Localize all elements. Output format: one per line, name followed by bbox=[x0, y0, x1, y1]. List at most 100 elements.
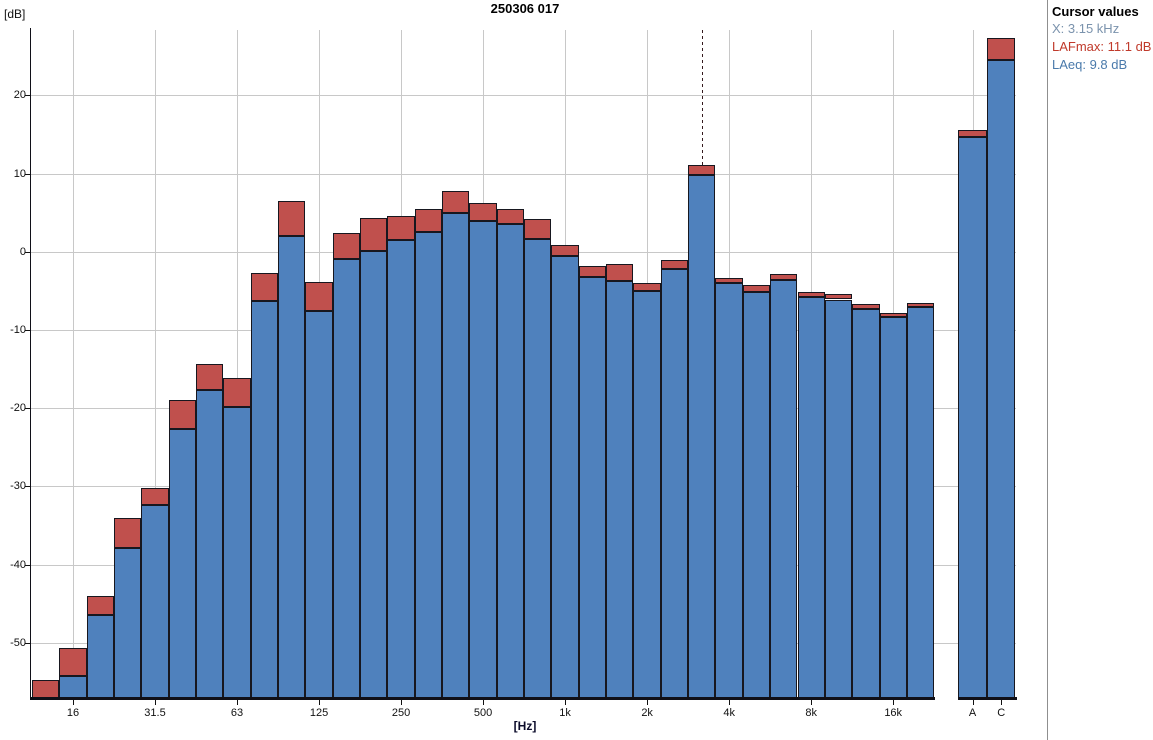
bar-315-laeq[interactable] bbox=[414, 232, 443, 698]
bar-200-lafmax[interactable] bbox=[360, 218, 388, 252]
bar-40-lafmax[interactable] bbox=[168, 400, 197, 429]
bar-250-laeq[interactable] bbox=[387, 240, 415, 698]
bar-25-laeq[interactable] bbox=[114, 548, 142, 698]
bar-16k-lafmax[interactable] bbox=[879, 312, 907, 317]
bar-16-lafmax[interactable] bbox=[59, 648, 87, 677]
y-tick-label--50: -50 bbox=[10, 636, 26, 649]
bar-125-laeq[interactable] bbox=[305, 311, 333, 698]
bar-16-laeq[interactable] bbox=[59, 676, 87, 698]
cursor-laeq-readout: LAeq: 9.8 dB bbox=[1052, 57, 1128, 72]
bar-500-lafmax[interactable] bbox=[469, 203, 497, 221]
x-tick-label-C: C bbox=[997, 707, 1006, 719]
y-tick-label-20: 20 bbox=[13, 89, 26, 102]
bar-50-lafmax[interactable] bbox=[196, 364, 224, 391]
x-tick-label-2k: 2k bbox=[641, 707, 653, 719]
bar-80-lafmax[interactable] bbox=[250, 272, 279, 302]
bar-8k-laeq[interactable] bbox=[797, 297, 825, 698]
bar-63-laeq[interactable] bbox=[223, 406, 251, 698]
x-axis-line-spectrum bbox=[30, 697, 935, 700]
bar-C-lafmax[interactable] bbox=[986, 37, 1016, 61]
bar-20-laeq[interactable] bbox=[86, 614, 114, 698]
bar-40-laeq[interactable] bbox=[168, 428, 197, 698]
bar-1.25k-laeq[interactable] bbox=[578, 276, 607, 698]
bar-12.5k-lafmax[interactable] bbox=[852, 304, 880, 309]
bar-6.3k-lafmax[interactable] bbox=[770, 273, 798, 280]
bar-1k-laeq[interactable] bbox=[551, 255, 579, 698]
bar-5k-laeq[interactable] bbox=[742, 292, 771, 698]
bar-25-lafmax[interactable] bbox=[114, 517, 142, 549]
bar-3.15k-lafmax[interactable] bbox=[688, 164, 716, 176]
x-tick-label-16k: 16k bbox=[884, 707, 903, 719]
bar-630-lafmax[interactable] bbox=[496, 208, 525, 225]
bar-4k-lafmax[interactable] bbox=[715, 277, 743, 284]
bar-160-laeq[interactable] bbox=[332, 258, 361, 698]
x-tick-label-31.5: 31.5 bbox=[144, 707, 166, 719]
bar-630-laeq[interactable] bbox=[496, 224, 525, 698]
y-tick-mark-0 bbox=[25, 251, 30, 253]
x-tick-mark-31.5 bbox=[155, 700, 157, 705]
y-tick-label--10: -10 bbox=[10, 324, 26, 336]
bar-C-laeq[interactable] bbox=[986, 60, 1016, 698]
bar-1.6k-lafmax[interactable] bbox=[606, 264, 634, 281]
bar-400-lafmax[interactable] bbox=[442, 190, 470, 213]
bar-16k-laeq[interactable] bbox=[879, 316, 907, 698]
bar-A-laeq[interactable] bbox=[958, 136, 987, 698]
x-tick-label-A: A bbox=[968, 707, 977, 719]
bar-A-lafmax[interactable] bbox=[958, 129, 987, 137]
bar-31.5-lafmax[interactable] bbox=[141, 487, 169, 506]
bar-4k-laeq[interactable] bbox=[715, 283, 743, 698]
bar-2k-lafmax[interactable] bbox=[633, 283, 661, 291]
x-tick-label-8k: 8k bbox=[805, 707, 817, 719]
bar-2.5k-laeq[interactable] bbox=[660, 269, 689, 698]
bar-100-lafmax[interactable] bbox=[278, 200, 306, 237]
bar-125-lafmax[interactable] bbox=[305, 281, 333, 312]
chart-title: 250306 017 bbox=[490, 1, 560, 16]
bar-160-lafmax[interactable] bbox=[332, 233, 361, 259]
bar-800-laeq[interactable] bbox=[524, 238, 552, 698]
x-axis-line-broadband bbox=[958, 697, 1017, 700]
y-tick-mark-10 bbox=[25, 173, 30, 175]
x-tick-mark-2k bbox=[647, 700, 649, 705]
bar-20k-laeq[interactable] bbox=[906, 306, 935, 698]
bar-20-lafmax[interactable] bbox=[86, 595, 114, 615]
bar-6.3k-laeq[interactable] bbox=[770, 279, 798, 698]
bar-1.25k-lafmax[interactable] bbox=[578, 265, 607, 277]
bar-12.5-lafmax[interactable] bbox=[31, 679, 60, 698]
y-tick-mark--10 bbox=[25, 330, 30, 331]
bar-5k-lafmax[interactable] bbox=[742, 284, 771, 293]
bar-200-laeq[interactable] bbox=[360, 251, 388, 698]
bar-315-lafmax[interactable] bbox=[414, 208, 443, 233]
cursor-values-panel: Cursor values X: 3.15 kHz LAFmax: 11.1 d… bbox=[1052, 3, 1152, 74]
grid-line-x-63 bbox=[237, 30, 239, 697]
y-tick-mark--50 bbox=[25, 642, 30, 644]
y-tick-label-0: 0 bbox=[19, 245, 26, 258]
bar-1.6k-laeq[interactable] bbox=[606, 280, 634, 698]
bar-31.5-laeq[interactable] bbox=[141, 505, 169, 698]
bar-100-laeq[interactable] bbox=[278, 236, 306, 698]
bar-500-laeq[interactable] bbox=[469, 220, 497, 698]
bar-400-laeq[interactable] bbox=[442, 212, 470, 698]
y-tick-mark-20 bbox=[25, 95, 30, 97]
x-tick-mark-500 bbox=[483, 700, 485, 705]
bar-8k-lafmax[interactable] bbox=[797, 292, 825, 298]
x-tick-mark-16 bbox=[73, 700, 74, 705]
cursor-dashed-line[interactable] bbox=[701, 30, 703, 165]
bar-63-lafmax[interactable] bbox=[223, 378, 251, 407]
x-axis-unit-label: [Hz] bbox=[513, 719, 537, 733]
bar-3.15k-laeq[interactable] bbox=[688, 175, 716, 698]
bar-250-lafmax[interactable] bbox=[387, 215, 415, 241]
bar-80-laeq[interactable] bbox=[250, 301, 279, 698]
bar-10k-laeq[interactable] bbox=[824, 299, 853, 698]
x-tick-label-4k: 4k bbox=[723, 707, 735, 719]
bar-50-laeq[interactable] bbox=[196, 390, 224, 698]
bar-800-lafmax[interactable] bbox=[524, 218, 552, 239]
cursor-panel-title: Cursor values bbox=[1052, 4, 1139, 19]
bar-1k-lafmax[interactable] bbox=[551, 244, 579, 256]
bar-20k-lafmax[interactable] bbox=[906, 302, 935, 307]
y-axis-line bbox=[30, 28, 31, 700]
x-tick-label-500: 500 bbox=[473, 707, 493, 719]
bar-12.5k-laeq[interactable] bbox=[852, 308, 880, 698]
bar-10k-lafmax[interactable] bbox=[824, 294, 853, 300]
bar-2k-laeq[interactable] bbox=[633, 290, 661, 698]
bar-2.5k-lafmax[interactable] bbox=[660, 259, 689, 269]
